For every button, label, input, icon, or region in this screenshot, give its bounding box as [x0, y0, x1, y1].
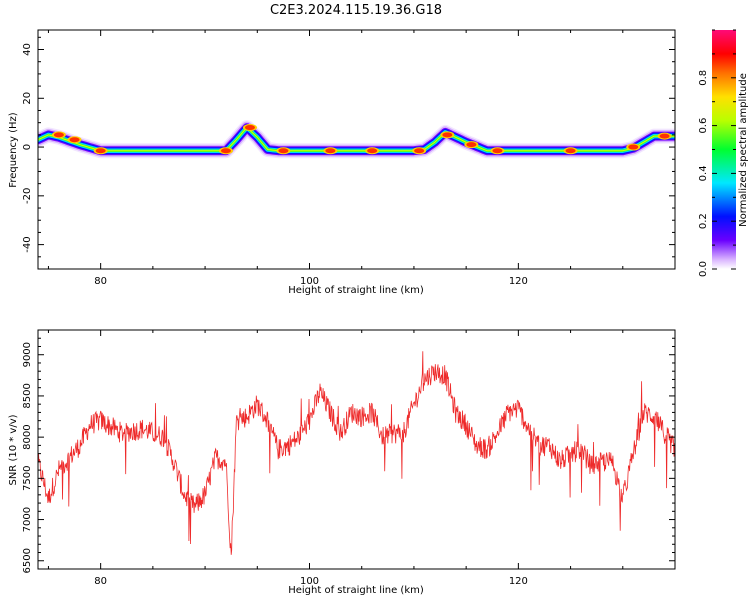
spectral-peak: [367, 148, 378, 154]
y-tick-label: 7500: [22, 466, 33, 491]
y-tick-label: 8000: [22, 424, 33, 449]
snr-frame: [37, 329, 676, 570]
colorbar-gradient: [712, 30, 736, 269]
spectrogram-panel: 80 100 120 40 20 0 -20 -40 Height of straight l…: [8, 29, 676, 296]
x-tick-label: 80: [94, 276, 107, 287]
x-tick-label: 120: [509, 576, 528, 587]
spectrogram-x-label: Height of straight line (km): [288, 285, 424, 296]
figure-title: C2E3.2024.115.19.36.G18: [270, 3, 442, 18]
spectral-peak: [492, 148, 503, 154]
colorbar-label: Normalized spectral amplitude: [738, 73, 749, 227]
spectral-peak: [244, 125, 255, 131]
spectral-peak: [278, 148, 289, 154]
spectral-peak: [466, 142, 477, 148]
snr-series-line: [38, 351, 675, 555]
x-tick-label: 100: [300, 576, 319, 587]
y-tick-label: 0: [22, 144, 33, 150]
y-tick-label: -20: [22, 188, 33, 204]
spectral-peak: [325, 148, 336, 154]
spectrogram-frame: [37, 29, 676, 270]
spectral-peak: [220, 148, 231, 154]
spectral-peak: [628, 144, 639, 150]
ridge-blue-band: [38, 124, 675, 155]
y-tick-label: 9000: [22, 342, 33, 367]
spectral-peak: [53, 132, 64, 138]
spectral-peak: [69, 137, 80, 143]
y-tick-label: 40: [22, 43, 33, 56]
spectral-peak: [95, 148, 106, 154]
y-tick-label: 8500: [22, 383, 33, 408]
colorbar-tick-label: 0.6: [698, 118, 709, 134]
x-tick-label: 100: [300, 276, 319, 287]
snr-x-label: Height of straight line (km): [288, 585, 424, 596]
colorbar-tick-label: 0.4: [698, 165, 709, 181]
colorbar: 0.0 0.2 0.4 0.6 0.8 Normalized spectral ampl…: [698, 29, 749, 277]
colorbar-tick-label: 0.8: [698, 70, 709, 86]
y-tick-label: 7000: [22, 507, 33, 532]
x-tick-label: 120: [509, 276, 528, 287]
colorbar-tick-label: 0.0: [698, 261, 709, 277]
spectrogram-y-label: Frequency (Hz): [8, 112, 19, 188]
snr-panel: 80 100 120 6500 7000 7500 8000 8500 9000 Height …: [8, 329, 676, 596]
spectral-peak: [565, 148, 576, 154]
spectral-peak: [414, 148, 425, 154]
spectral-peak: [442, 132, 453, 138]
y-tick-label: 6500: [22, 548, 33, 573]
spectral-peak: [659, 133, 670, 139]
x-tick-label: 80: [94, 576, 107, 587]
snr-y-label: SNR (10 * v/v): [8, 414, 19, 485]
y-tick-label: -40: [22, 236, 33, 252]
y-tick-label: 20: [22, 92, 33, 105]
colorbar-tick-label: 0.2: [698, 213, 709, 229]
